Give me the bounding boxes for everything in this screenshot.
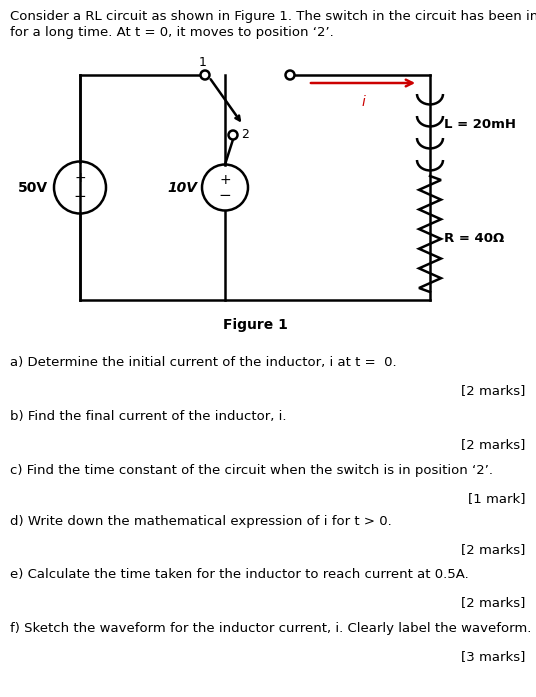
Text: [2 marks]: [2 marks]	[460, 596, 525, 609]
Text: [2 marks]: [2 marks]	[460, 384, 525, 397]
Circle shape	[286, 70, 294, 79]
Text: 2: 2	[241, 128, 249, 141]
Text: [2 marks]: [2 marks]	[460, 438, 525, 451]
Text: −: −	[73, 189, 86, 204]
Text: [2 marks]: [2 marks]	[460, 543, 525, 556]
Text: +: +	[74, 171, 86, 185]
Text: i: i	[361, 95, 365, 109]
Text: f) Sketch the waveform for the inductor current, i. Clearly label the waveform.: f) Sketch the waveform for the inductor …	[10, 622, 531, 635]
Text: [3 marks]: [3 marks]	[460, 650, 525, 663]
Text: Consider a RL circuit as shown in Figure 1. The switch in the circuit has been i: Consider a RL circuit as shown in Figure…	[10, 10, 536, 23]
Text: a) Determine the initial current of the inductor, i at t =  0.: a) Determine the initial current of the …	[10, 356, 397, 369]
Circle shape	[228, 130, 237, 139]
Text: Figure 1: Figure 1	[222, 318, 287, 332]
Text: e) Calculate the time taken for the inductor to reach current at 0.5A.: e) Calculate the time taken for the indu…	[10, 568, 469, 581]
Text: for a long time. At t = 0, it moves to position ‘2’.: for a long time. At t = 0, it moves to p…	[10, 26, 334, 39]
Circle shape	[200, 70, 210, 79]
Text: +: +	[219, 172, 231, 187]
Text: b) Find the final current of the inductor, i.: b) Find the final current of the inducto…	[10, 410, 287, 423]
Text: L = 20mH: L = 20mH	[444, 118, 516, 132]
Text: 50V: 50V	[18, 181, 48, 194]
Text: d) Write down the mathematical expression of i for t > 0.: d) Write down the mathematical expressio…	[10, 515, 392, 528]
Text: 10V: 10V	[167, 181, 197, 194]
Text: R = 40Ω: R = 40Ω	[444, 233, 504, 245]
Text: −: −	[219, 188, 232, 203]
Text: c) Find the time constant of the circuit when the switch is in position ‘2’.: c) Find the time constant of the circuit…	[10, 464, 493, 477]
Text: 1: 1	[199, 56, 207, 70]
Text: [1 mark]: [1 mark]	[467, 492, 525, 505]
